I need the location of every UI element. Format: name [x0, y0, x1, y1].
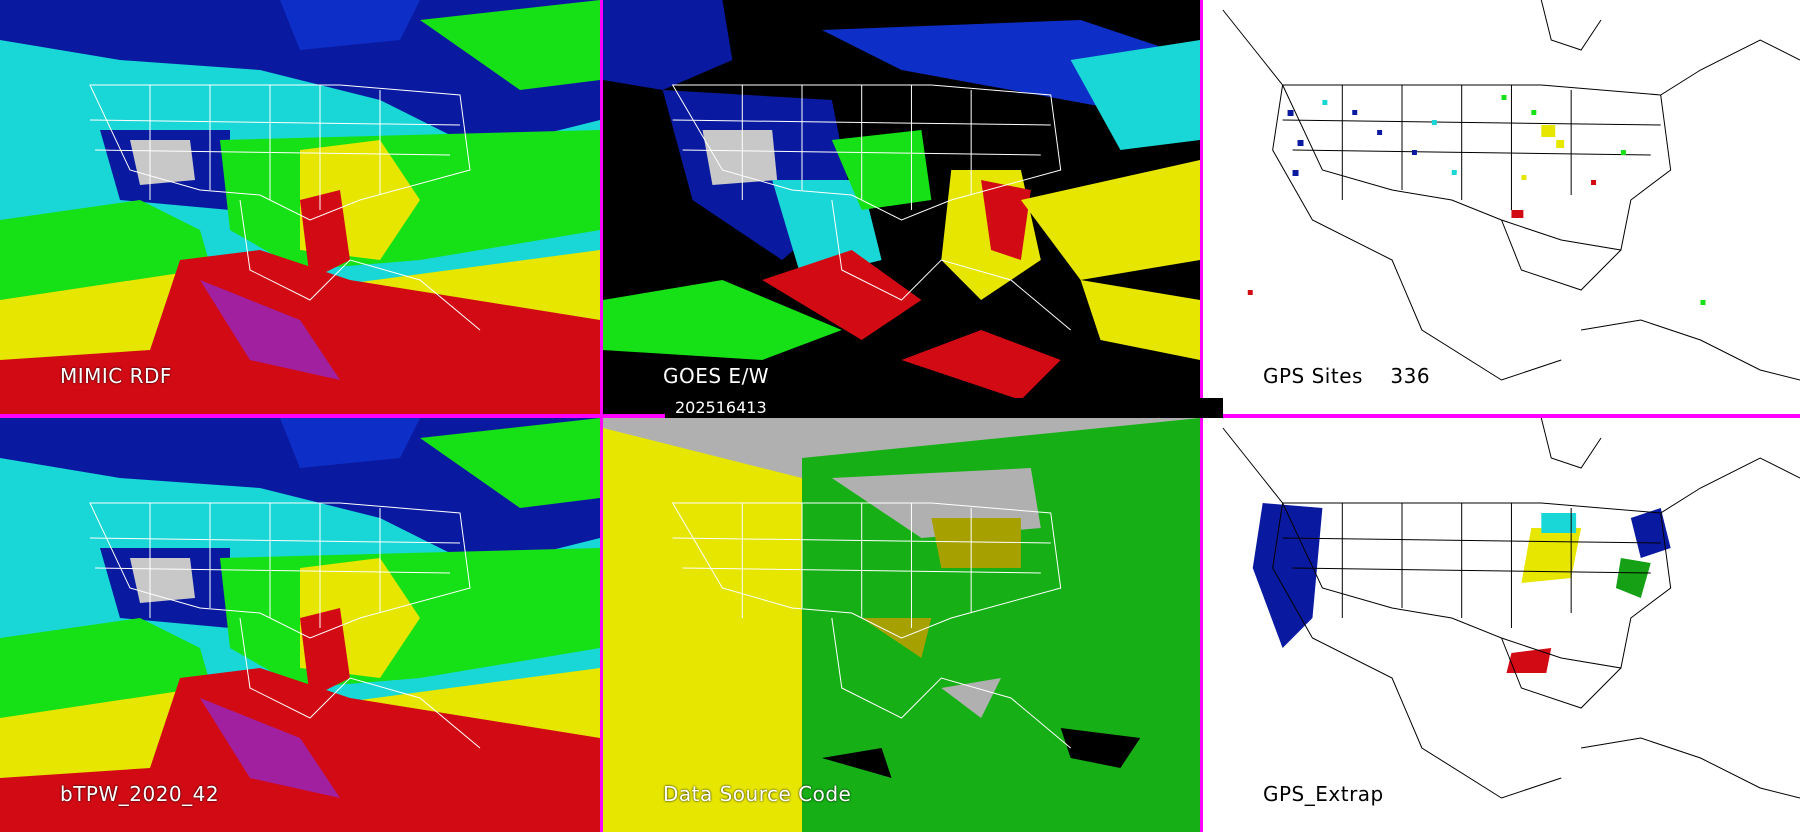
panel-label-mimic: MIMIC RDF — [60, 364, 172, 388]
gps-extrap-map — [1203, 418, 1800, 832]
gps-sites-caption: GPS Sites 336 — [1263, 364, 1430, 388]
panel-mimic-rdf: MIMIC RDF — [0, 0, 600, 414]
panel-label-data-source: Data Source Code — [663, 782, 852, 806]
tpw-map-mimic — [0, 0, 600, 414]
gps-sites-map — [1203, 0, 1800, 414]
panel-goes: GOES E/W — [603, 0, 1200, 414]
timestamp-bar: 202516413 — [665, 398, 1223, 418]
panel-data-source: Data Source Code — [603, 418, 1200, 832]
panel-label-gps-extrap: GPS_Extrap — [1263, 782, 1384, 806]
gps-sites-count: 336 — [1390, 364, 1431, 388]
panel-btpw: bTPW_2020_42 — [0, 418, 600, 832]
panel-label-btpw: bTPW_2020_42 — [60, 782, 220, 806]
tpw-map-goes — [603, 0, 1200, 414]
data-source-map — [603, 418, 1200, 832]
panel-gps-sites: GPS Sites 336 — [1203, 0, 1800, 414]
gps-sites-label: GPS Sites — [1263, 364, 1363, 388]
panel-label-goes: GOES E/W — [663, 364, 770, 388]
tpw-map-btpw — [0, 418, 600, 832]
panel-gps-extrap: GPS_Extrap — [1203, 418, 1800, 832]
